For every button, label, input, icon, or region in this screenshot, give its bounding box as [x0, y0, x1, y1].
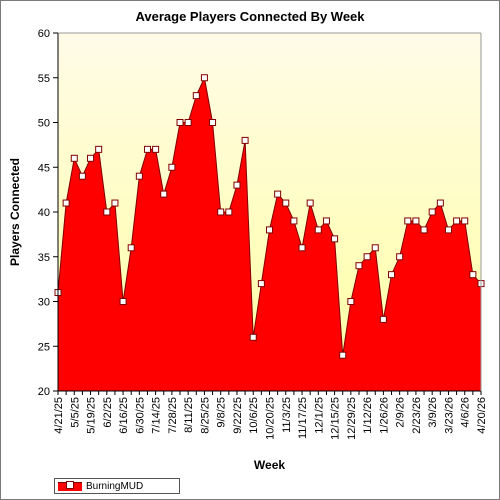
data-point [225, 208, 233, 216]
x-tick-label: 6/30/25 [134, 397, 146, 434]
data-point [143, 145, 151, 153]
legend-label: BurningMUD [86, 480, 144, 492]
data-point [436, 199, 444, 207]
data-point [379, 315, 387, 323]
data-point [461, 217, 469, 225]
x-tick-label: 5/19/25 [86, 397, 98, 434]
y-tick-label: 30 [38, 297, 50, 309]
data-point [176, 119, 184, 126]
y-tick-label: 50 [38, 118, 50, 130]
data-point [87, 154, 95, 162]
x-tick-label: 12/1/25 [313, 397, 325, 434]
x-tick-label: 4/20/26 [476, 397, 488, 434]
chart-title: Average Players Connected By Week [135, 9, 365, 24]
data-point [200, 74, 208, 82]
x-tick-label: 6/2/25 [102, 397, 114, 428]
x-tick-label: 2/23/26 [411, 397, 423, 434]
data-point [160, 190, 168, 198]
data-point [241, 136, 249, 144]
data-point [420, 226, 428, 234]
x-tick-label: 1/12/26 [362, 397, 374, 434]
x-tick-label: 10/20/25 [265, 397, 277, 440]
data-point [282, 199, 290, 207]
x-tick-label: 10/6/25 [248, 397, 260, 434]
data-point [404, 217, 412, 225]
x-tick-label: 2/9/26 [395, 397, 407, 428]
y-tick-label: 25 [38, 341, 50, 353]
x-tick-label: 4/6/26 [460, 397, 472, 428]
data-point [355, 262, 363, 270]
data-point [298, 244, 306, 252]
series-area [58, 77, 481, 391]
x-tick-label: 12/15/25 [330, 397, 342, 440]
x-tick-label: 12/29/25 [346, 397, 358, 440]
data-point [306, 199, 314, 207]
data-point [233, 181, 241, 189]
data-point [152, 145, 160, 153]
axis-layer: 20 25 30 35 40 45 50 55 60 4/21/25 5/5/25 5/19/25 6/… [38, 28, 488, 440]
data-point [168, 163, 176, 171]
data-point [347, 298, 355, 305]
x-tick-label: 7/14/25 [151, 397, 163, 434]
data-point [257, 280, 265, 288]
data-point [290, 217, 298, 225]
data-point [249, 333, 257, 341]
y-tick-label: 45 [38, 162, 50, 174]
x-tick-label: 1/26/26 [378, 397, 390, 434]
x-tick-label: 8/11/25 [183, 397, 195, 433]
y-tick-label: 60 [38, 28, 50, 40]
data-point [184, 119, 192, 126]
x-tick-label: 11/17/25 [297, 397, 309, 439]
y-tick-label: 20 [38, 386, 50, 398]
x-tick-label: 7/28/25 [167, 397, 179, 434]
legend: BurningMUD [54, 478, 180, 494]
data-point [111, 199, 119, 207]
data-point [62, 199, 70, 207]
data-point [135, 172, 143, 180]
y-tick-label: 40 [38, 207, 50, 219]
data-point [396, 253, 404, 261]
data-point [371, 244, 379, 252]
data-point [322, 217, 330, 225]
x-tick-label: 3/23/26 [443, 397, 455, 434]
x-tick-label: 3/9/26 [427, 397, 439, 428]
data-point [469, 271, 477, 279]
data-point [388, 271, 396, 279]
x-tick-label: 4/21/25 [53, 397, 65, 434]
y-tick-label: 55 [38, 73, 50, 85]
data-point [428, 208, 436, 216]
data-point [363, 253, 371, 261]
legend-swatch-icon [58, 480, 82, 491]
data-point [274, 190, 282, 198]
data-point [70, 154, 78, 162]
x-tick-label: 9/8/25 [216, 397, 228, 428]
data-point [331, 235, 339, 243]
x-axis-title: Week [253, 458, 286, 472]
x-tick-label: 5/5/25 [69, 397, 81, 428]
data-point [314, 226, 322, 234]
data-point [412, 217, 420, 225]
y-tick-label: 35 [38, 252, 50, 264]
data-point [217, 208, 225, 216]
data-point [127, 244, 135, 252]
x-tick-label: 11/3/25 [281, 397, 293, 433]
data-point [103, 208, 111, 216]
x-tick-label: 9/22/25 [232, 397, 244, 434]
data-point [453, 217, 461, 225]
data-point [95, 145, 103, 153]
data-point [444, 226, 452, 234]
data-point [266, 226, 273, 234]
data-point [339, 351, 347, 359]
data-point [119, 298, 127, 305]
data-point [192, 92, 200, 100]
data-point [78, 172, 86, 180]
x-tick-label: 6/16/25 [118, 397, 130, 434]
x-tick-label: 8/25/25 [199, 397, 211, 434]
data-point [209, 119, 217, 126]
